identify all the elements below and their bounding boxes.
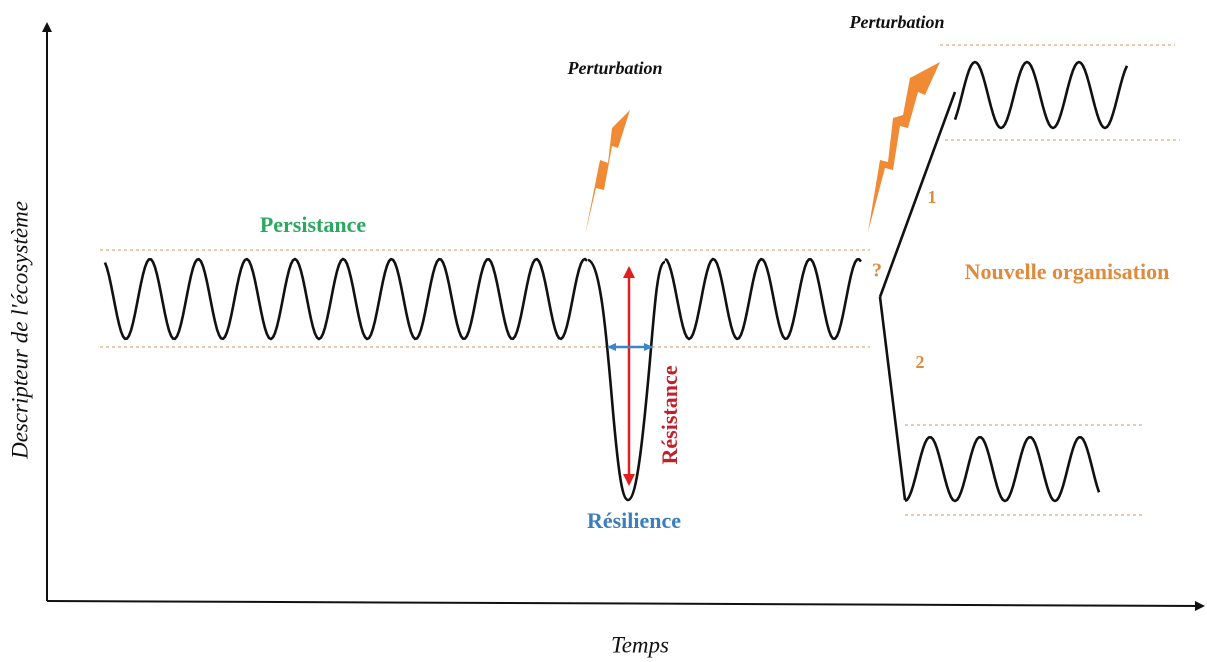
band-lines — [100, 44, 1180, 516]
question-mark: ? — [872, 260, 882, 282]
path-label: 1 — [928, 187, 937, 207]
oscillation — [103, 257, 588, 341]
persistance-label: Persistance — [260, 212, 367, 237]
oscillation — [953, 60, 1129, 130]
lightning — [585, 110, 630, 235]
resistance-label: Résistance — [657, 365, 682, 464]
x-axis-label: Temps — [611, 632, 669, 657]
path-label: 2 — [916, 352, 925, 372]
disturbance-dip — [587, 258, 666, 502]
oscillation — [664, 257, 862, 341]
new-organisation-label: Nouvelle organisation — [965, 259, 1170, 284]
oscillation — [904, 436, 1101, 503]
y-axis-label: Descripteur de l'écosystème — [7, 201, 32, 460]
x-axis — [46, 600, 1205, 611]
perturbation-label: Perturbation — [566, 58, 662, 78]
resilience-label: Résilience — [587, 508, 681, 533]
trajectory — [878, 91, 957, 298]
trajectory — [878, 296, 907, 501]
perturbation-label: Perturbation — [848, 12, 944, 32]
